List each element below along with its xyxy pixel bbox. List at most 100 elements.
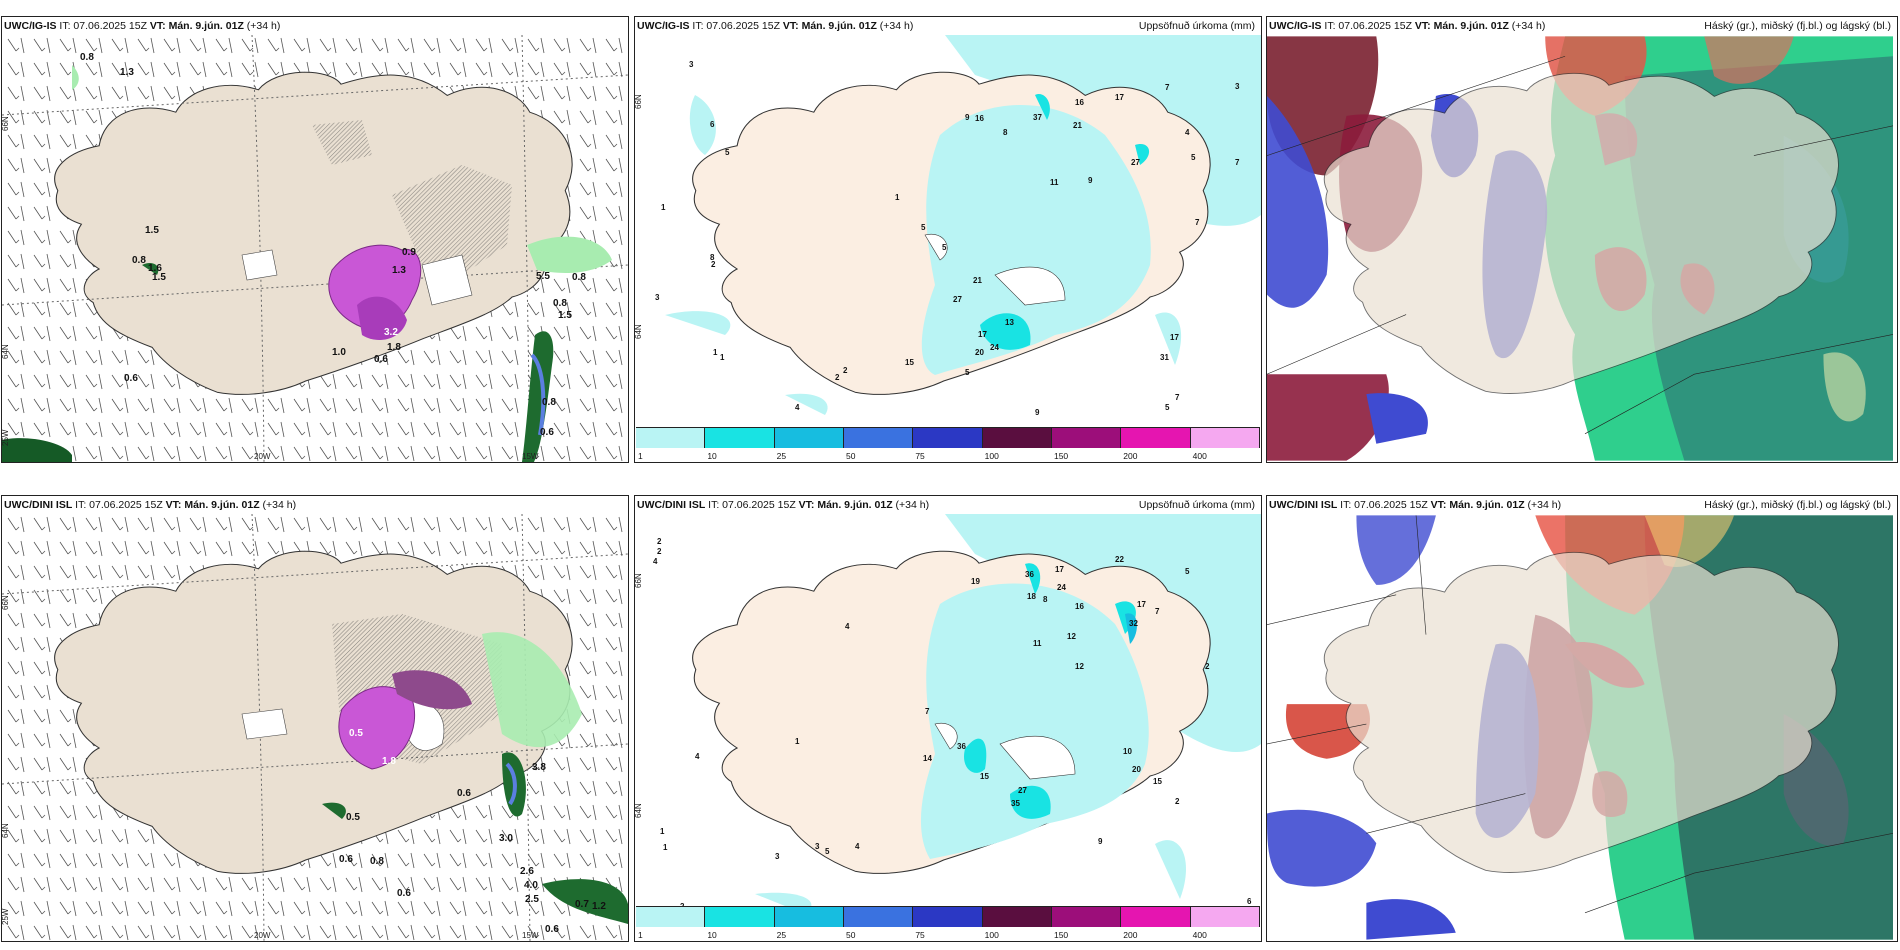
svg-text:3: 3 <box>815 842 820 851</box>
svg-text:18: 18 <box>1027 592 1036 601</box>
precip-value: 0.6 <box>124 373 138 384</box>
lat-label: 66N <box>635 94 643 109</box>
colorbar-area: 1 10 25 50 75 100 150 200 400 <box>635 427 1261 462</box>
svg-text:9: 9 <box>1035 408 1040 417</box>
svg-text:15: 15 <box>1153 777 1162 786</box>
colorbar-swatch: 150 <box>1051 907 1122 940</box>
panel-top-left: UWC/IG-IS IT: 07.06.2025 15Z VT: Mán. 9.… <box>1 16 629 463</box>
precip-value: 0.8 <box>572 272 586 283</box>
map-accumulated-precip: 2 4 2 19 36 17 24 18 8 22 16 17 32 12 11… <box>635 514 1261 926</box>
colorbar-swatch: 400 <box>1190 428 1260 461</box>
svg-text:7: 7 <box>1175 393 1180 402</box>
precip-value: 0.6 <box>339 854 353 865</box>
map-accumulated-precip: 3 1 2 6 5 9 8 1 16 37 16 17 21 27 11 9 4… <box>635 35 1261 442</box>
svg-text:5: 5 <box>825 847 830 856</box>
svg-text:2: 2 <box>1175 797 1180 806</box>
svg-text:27: 27 <box>1131 158 1140 167</box>
precip-value: 1.5 <box>558 310 572 321</box>
precip-value: 0.5 <box>346 812 360 823</box>
svg-text:2: 2 <box>1205 662 1210 671</box>
colorbar-swatch: 1 <box>636 428 706 461</box>
panel-subtitle: Háský (gr.), miðský (fj.bl.) og lágský (… <box>1704 499 1891 511</box>
precip-value: 0.8 <box>370 856 384 867</box>
svg-text:1: 1 <box>660 827 665 836</box>
svg-text:36: 36 <box>957 742 966 751</box>
lon-label: 25W <box>2 908 10 925</box>
svg-text:4: 4 <box>1185 128 1190 137</box>
precip-value: 1.6 <box>148 263 162 274</box>
svg-text:13: 13 <box>1005 318 1014 327</box>
colorbar-swatch: 200 <box>1121 907 1191 940</box>
colorbar-swatch: 50 <box>843 428 914 461</box>
panel-title: UWC/DINI ISL IT: 07.06.2025 15Z VT: Mán.… <box>637 499 930 511</box>
precip-value: 1.8 <box>387 342 401 353</box>
svg-text:5: 5 <box>1191 153 1196 162</box>
svg-text:20: 20 <box>1132 765 1141 774</box>
precip-value: 0.6 <box>397 888 411 899</box>
precip-value: 0.6 <box>545 924 559 935</box>
precip-value: 0.8 <box>132 255 146 266</box>
panel-title: UWC/IG-IS IT: 07.06.2025 15Z VT: Mán. 9.… <box>637 20 914 32</box>
svg-text:15: 15 <box>905 358 914 367</box>
lon-label: 15W <box>522 931 539 940</box>
precip-value: 1.8 <box>382 756 396 767</box>
svg-text:27: 27 <box>953 295 962 304</box>
svg-text:4: 4 <box>653 557 658 566</box>
lat-label: 64N <box>2 344 10 359</box>
lat-label: 64N <box>635 803 643 818</box>
colorbar-swatch: 150 <box>1051 428 1122 461</box>
svg-text:35: 35 <box>1011 799 1020 808</box>
svg-text:17: 17 <box>978 330 987 339</box>
precip-value: 0.8 <box>542 397 556 408</box>
svg-text:3: 3 <box>775 852 780 861</box>
svg-text:17: 17 <box>1115 93 1124 102</box>
svg-text:4: 4 <box>695 752 700 761</box>
map-cloud-cover <box>1267 36 1893 461</box>
panel-top-right: UWC/IG-IS IT: 07.06.2025 15Z VT: Mán. 9.… <box>1266 16 1898 463</box>
precip-value: 2.5 <box>525 894 539 905</box>
precip-labels: 2 4 2 19 36 17 24 18 8 22 16 17 32 12 11… <box>653 537 1252 926</box>
svg-text:10: 10 <box>1123 747 1132 756</box>
svg-text:5: 5 <box>1185 567 1190 576</box>
svg-text:16: 16 <box>1075 98 1084 107</box>
svg-text:1: 1 <box>661 203 666 212</box>
panel-title: UWC/DINI ISL IT: 07.06.2025 15Z VT: Mán.… <box>4 499 297 511</box>
svg-text:14: 14 <box>923 754 932 763</box>
colorbar: 1 10 25 50 75 100 150 200 400 <box>636 427 1260 461</box>
svg-text:15: 15 <box>980 772 989 781</box>
svg-text:8: 8 <box>1043 595 1048 604</box>
panel-subtitle: Háský (gr.), miðský (fj.bl.) og lágský (… <box>1704 20 1891 32</box>
precip-value: 5.5 <box>536 271 550 282</box>
svg-text:7: 7 <box>1155 607 1160 616</box>
svg-text:2: 2 <box>657 537 662 546</box>
precip-value: 2.6 <box>520 866 534 877</box>
svg-text:1: 1 <box>663 843 668 852</box>
precip-value: 1.3 <box>120 67 134 78</box>
precip-value: 1.0 <box>332 347 346 358</box>
svg-text:1: 1 <box>713 348 718 357</box>
precip-value: 3.8 <box>532 762 546 773</box>
svg-text:31: 31 <box>1160 353 1169 362</box>
svg-text:20: 20 <box>975 348 984 357</box>
precip-labels: 3 1 2 6 5 9 8 1 16 37 16 17 21 27 11 9 4… <box>655 60 1240 442</box>
svg-text:3: 3 <box>1235 82 1240 91</box>
svg-text:2: 2 <box>835 373 840 382</box>
panel-title: UWC/IG-IS IT: 07.06.2025 15Z VT: Mán. 9.… <box>1269 20 1546 32</box>
svg-text:27: 27 <box>1018 786 1027 795</box>
svg-text:4: 4 <box>795 403 800 412</box>
colorbar-swatch: 50 <box>843 907 914 940</box>
svg-text:5: 5 <box>725 148 730 157</box>
panel-top-mid: UWC/IG-IS IT: 07.06.2025 15Z VT: Mán. 9.… <box>634 16 1262 463</box>
svg-text:2: 2 <box>657 547 662 556</box>
panel-bot-left: UWC/DINI ISL IT: 07.06.2025 15Z VT: Mán.… <box>1 495 629 942</box>
panel-title: UWC/DINI ISL IT: 07.06.2025 15Z VT: Mán.… <box>1269 499 1562 511</box>
precip-value: 4.0 <box>524 880 538 891</box>
svg-text:8: 8 <box>710 253 715 262</box>
precip-value: 1.3 <box>392 265 406 276</box>
precip-value: 0.9 <box>402 247 416 258</box>
svg-text:17: 17 <box>1170 333 1179 342</box>
svg-text:11: 11 <box>1050 178 1059 187</box>
precip-value: 0.5 <box>349 728 363 739</box>
colorbar-swatch: 1 <box>636 907 706 940</box>
svg-text:7: 7 <box>1235 158 1240 167</box>
